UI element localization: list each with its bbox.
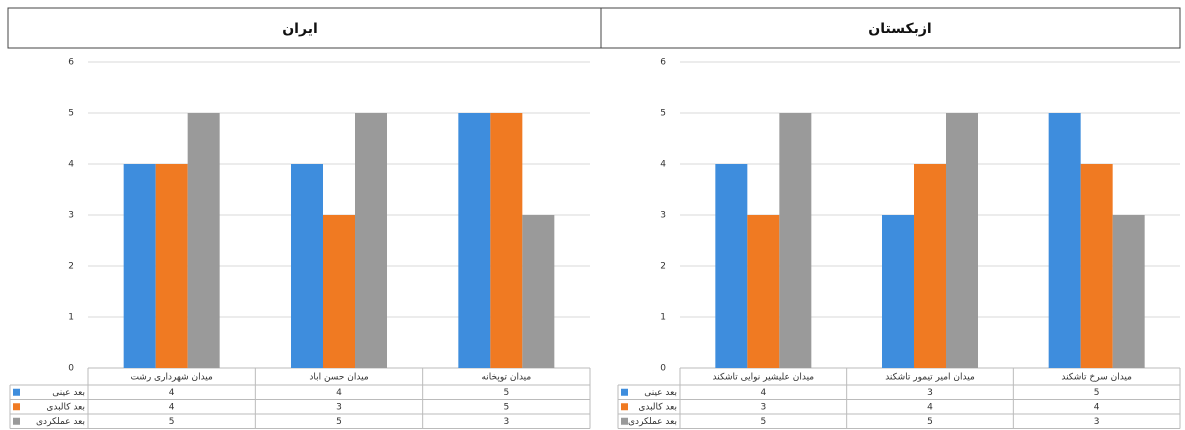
bar xyxy=(946,113,978,368)
legend-label: بعد عینی xyxy=(644,388,677,398)
bar xyxy=(490,113,523,368)
y-tick-label: 1 xyxy=(68,313,74,323)
table-value: 5 xyxy=(927,417,933,427)
legend-swatch xyxy=(621,417,628,425)
y-tick-label: 1 xyxy=(660,313,666,323)
bar xyxy=(715,164,748,368)
x-tick-label: میدان شهرداری رشت xyxy=(130,373,213,383)
header-box xyxy=(7,7,1181,49)
legend-label: بعد عملکردی xyxy=(36,417,85,427)
table-value: 3 xyxy=(760,402,766,412)
bar xyxy=(1112,215,1145,368)
x-tick-label: میدان توپخانه xyxy=(481,373,531,383)
y-tick-label: 3 xyxy=(660,211,666,221)
table-value: 4 xyxy=(169,402,175,412)
y-tick-label: 0 xyxy=(660,364,666,374)
table-value: 5 xyxy=(1094,388,1100,398)
y-tick-label: 5 xyxy=(68,109,74,119)
table-value: 3 xyxy=(1094,417,1100,427)
bar xyxy=(323,215,355,368)
table-value: 3 xyxy=(927,388,933,398)
x-tick-label: میدان حسن اباد xyxy=(309,373,368,383)
legend-label: بعد کالبدی xyxy=(638,402,677,412)
bar xyxy=(882,215,914,368)
table-value: 4 xyxy=(1094,402,1100,412)
legend-swatch xyxy=(13,388,20,396)
bar xyxy=(123,164,156,368)
table-value: 5 xyxy=(336,417,342,427)
chart-title: ایران xyxy=(282,21,318,37)
table-value: 5 xyxy=(503,388,509,398)
y-tick-label: 4 xyxy=(660,160,666,170)
table-value: 4 xyxy=(336,388,342,398)
table-value: 5 xyxy=(760,417,766,427)
y-tick-label: 0 xyxy=(68,364,74,374)
table-value: 4 xyxy=(927,402,933,412)
table-value: 4 xyxy=(169,388,175,398)
bar xyxy=(779,113,812,368)
y-tick-label: 2 xyxy=(68,262,74,272)
bar xyxy=(155,164,188,368)
legend-label: بعد کالبدی xyxy=(46,402,85,412)
legend-swatch xyxy=(621,403,628,411)
y-tick-label: 6 xyxy=(68,58,74,68)
bar xyxy=(187,113,220,368)
bar xyxy=(291,164,323,368)
bar xyxy=(1080,164,1113,368)
y-tick-label: 4 xyxy=(68,160,74,170)
table-value: 3 xyxy=(336,402,342,412)
chart-title: ازبکستان xyxy=(868,21,931,37)
legend-swatch xyxy=(621,388,628,396)
legend-label: بعد عینی xyxy=(52,388,85,398)
bar xyxy=(355,113,387,368)
legend-swatch xyxy=(13,403,20,411)
bar xyxy=(1048,113,1081,368)
bar xyxy=(747,215,780,368)
x-tick-label: میدان امیر تیمور تاشکند xyxy=(885,373,975,383)
bar xyxy=(914,164,946,368)
table-value: 3 xyxy=(503,417,509,427)
bar xyxy=(522,215,555,368)
table-value: 5 xyxy=(169,417,175,427)
y-tick-label: 2 xyxy=(660,262,666,272)
x-tick-label: میدان سرخ تاشکند xyxy=(1061,373,1132,383)
table-value: 4 xyxy=(760,388,766,398)
y-tick-label: 6 xyxy=(660,58,666,68)
bar xyxy=(458,113,491,368)
table-value: 5 xyxy=(503,402,509,412)
legend-label: بعد عملکردی xyxy=(628,417,677,427)
x-tick-label: میدان علیشیر نوایی تاشکند xyxy=(713,373,815,383)
y-tick-label: 3 xyxy=(68,211,74,221)
y-tick-label: 5 xyxy=(660,109,666,119)
legend-swatch xyxy=(13,417,20,425)
